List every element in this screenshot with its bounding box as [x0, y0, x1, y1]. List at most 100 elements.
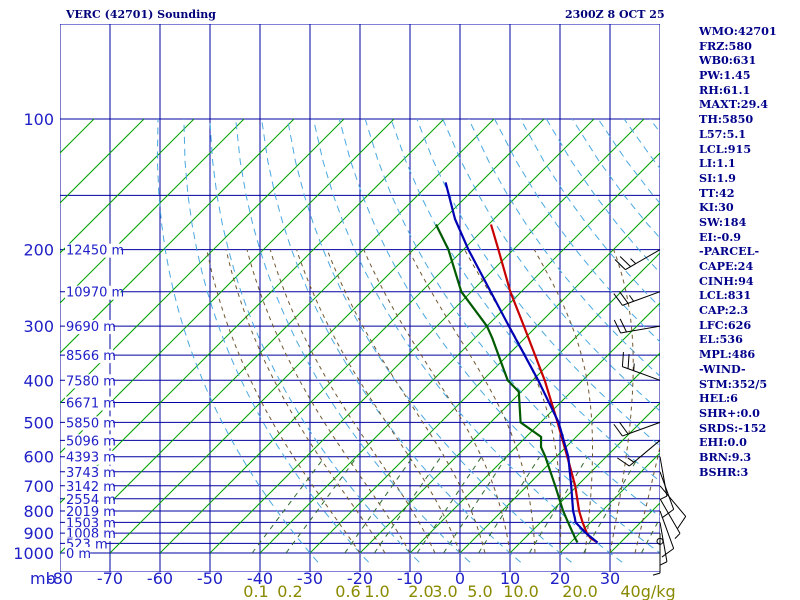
mixing-ratio-label: 2.0 [408, 582, 433, 600]
barb-flag [619, 291, 629, 304]
pressure-tick-label: 600 [23, 448, 54, 467]
index-line: -WIND- [699, 361, 746, 376]
pressure-tick-label: 100 [23, 110, 54, 129]
index-line: LCL:831 [699, 288, 752, 303]
pressure-unit-label: mb [30, 569, 56, 588]
barb-flag [661, 548, 674, 558]
barb-half-flag [629, 295, 635, 302]
wind-barb [613, 318, 661, 334]
wind-barb-column [613, 249, 687, 576]
chart-title: VERC (42701) Sounding [66, 8, 216, 21]
isotherm-line [60, 118, 345, 404]
barb-flag [617, 457, 630, 467]
index-line: -PARCEL- [699, 244, 760, 259]
moist-adiabat-line [634, 444, 660, 554]
temperature-tick-label: -60 [147, 569, 173, 588]
barb-staff [625, 249, 661, 271]
dry-adiabat-line [209, 118, 420, 563]
temperature-tick-label: -50 [197, 569, 223, 588]
index-line: PW:1.45 [699, 68, 751, 83]
index-line: HEL:6 [699, 391, 738, 406]
temperature-tick-label: 20 [550, 569, 570, 588]
dry-adiabat-line [416, 118, 660, 447]
sounding-traces [435, 182, 599, 544]
dry-adiabat-line [156, 118, 319, 563]
barb-staff [620, 325, 661, 334]
height-label-bg [65, 434, 114, 449]
index-line: LFC:626 [699, 317, 752, 332]
index-line: MPL:486 [699, 347, 756, 362]
mixing-ratio-label: 0.6 [335, 582, 360, 600]
pressure-tick-label: 500 [23, 413, 54, 432]
height-label: 4393 m [66, 451, 116, 466]
height-label: 9690 m [66, 320, 116, 335]
index-line: WMO:42701 [699, 24, 777, 38]
isotherm-line [209, 118, 645, 554]
parcel-trace [444, 182, 599, 544]
height-label-bg [65, 465, 114, 480]
barb-flag [613, 293, 623, 306]
mixing-ratio-label: 3.0 [432, 582, 457, 600]
moist-adiabat-line [246, 249, 411, 554]
moist-adiabat-line [269, 249, 436, 554]
barb-staff [659, 498, 681, 534]
moist-adiabat-line [296, 249, 461, 554]
temperature-tick-label: -40 [247, 569, 273, 588]
isotherm-line [459, 352, 660, 554]
isotherm-line [60, 118, 195, 254]
dry-adiabat-line [468, 118, 660, 377]
pressure-tick-label: 200 [23, 241, 54, 260]
mixing-ratio-label: 40g/kg [620, 582, 675, 600]
temperature-trace [489, 224, 599, 544]
barb-flag [661, 508, 674, 519]
isotherm-line [159, 118, 595, 554]
barb-half-flag [674, 533, 681, 539]
dry-adiabat-line [364, 118, 660, 518]
isotherm-line [60, 118, 495, 554]
height-label-bg [65, 479, 114, 494]
height-label: 0 m [66, 547, 91, 562]
height-label-bg [65, 547, 91, 561]
barb-flag [619, 256, 631, 268]
dry-adiabat-line [287, 118, 572, 563]
barb-flag [621, 352, 624, 367]
wind-barb [659, 498, 681, 539]
mixing-ratio-line [251, 456, 326, 554]
isotherm-line [509, 402, 660, 554]
barb-staff [622, 366, 661, 381]
height-label-bg [65, 450, 114, 465]
temperature-tick-label: -20 [347, 569, 373, 588]
barb-staff [622, 291, 661, 306]
moist-adiabat-line [206, 249, 361, 554]
barb-flag [627, 354, 630, 369]
temperature-tick-label: 0 [455, 569, 465, 588]
barb-flag [613, 423, 623, 437]
index-line: SI:1.9 [699, 170, 736, 185]
index-line: MAXT:29.4 [699, 97, 769, 112]
height-label: 7580 m [66, 374, 116, 389]
pressure-tick-label: 400 [23, 371, 54, 390]
dry-adiabat-line [235, 118, 471, 563]
barb-staff [659, 522, 668, 562]
temperature-axis-labels: -80 -70 -60 -50 -40 -30 -20 -10 0 10 20 30 [47, 569, 620, 588]
dry-adiabat-line [390, 118, 660, 482]
moist-adiabat-line [533, 249, 593, 554]
pressure-tick-label: 900 [23, 524, 54, 543]
temperature-tick-label: -80 [47, 569, 73, 588]
mixing-ratio-label: 10.0 [503, 582, 539, 600]
isotherm-line [259, 152, 660, 554]
wind-barb [613, 421, 661, 437]
height-label: 12450 m [66, 244, 124, 259]
barb-half-flag [660, 561, 668, 566]
barb-flag [619, 421, 629, 435]
moist-adiabat-line [609, 249, 634, 554]
isotherm-line [60, 118, 145, 204]
isotherm-line [60, 118, 245, 304]
temperature-tick-label: -30 [297, 569, 323, 588]
temperature-tick-label: -10 [397, 569, 423, 588]
index-line: WB0:631 [699, 53, 757, 68]
height-label-bg [65, 320, 114, 335]
height-label-bg [65, 516, 114, 531]
mixing-ratio-line [416, 456, 482, 554]
